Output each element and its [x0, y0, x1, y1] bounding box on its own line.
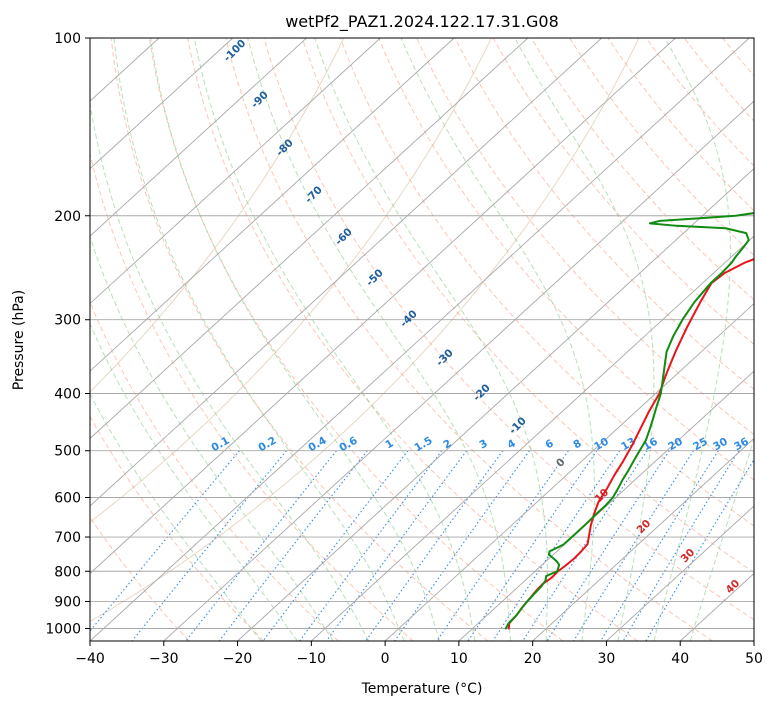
isotherm-line [237, 167, 754, 641]
x-axis: −40 −30 −20 −10 0 10 20 30 40 50 [75, 641, 763, 667]
dry-adiabat [378, 38, 754, 481]
dry-adiabat [90, 300, 339, 641]
isotherm-line [90, 38, 750, 641]
isotherm-line [90, 38, 455, 372]
x-tick-label: 30 [598, 651, 616, 667]
plot-frame [89, 37, 755, 642]
isotherm-line [90, 38, 381, 305]
mixing-ratio-line [573, 450, 695, 641]
isotherm-line [90, 38, 676, 575]
y-axis: 100 200 300 400 500 600 700 800 900 1000 [45, 31, 90, 637]
y-tick-label: 400 [54, 387, 81, 403]
isotherm-line [90, 38, 602, 507]
y-axis-title: Pressure (hPa) [11, 290, 27, 390]
chart-title: wetPf2_PAZ1.2024.122.17.31.G08 [285, 12, 559, 32]
x-tick-label: −30 [149, 651, 179, 667]
mixing-ratio-line [131, 450, 287, 641]
mixing-ratio-line [467, 450, 598, 641]
dry-adiabat [339, 38, 754, 527]
mixing-ratio-line [622, 450, 740, 641]
dry-adiabat [531, 38, 754, 301]
dry-adiabat [90, 415, 265, 641]
y-tick-label: 100 [54, 31, 81, 47]
dewpoint-series-line [504, 212, 754, 630]
moist-adiabat [314, 38, 549, 641]
isotherm-line [606, 505, 754, 641]
moist-adiabat [689, 437, 754, 641]
isotherm-line [90, 38, 307, 237]
isotherm-line [532, 437, 754, 641]
dry-adiabat [454, 38, 754, 390]
x-tick-label: 0 [381, 651, 390, 667]
y-tick-label: 500 [54, 444, 81, 460]
isotherm-line [311, 235, 754, 641]
reference-curve [90, 38, 640, 622]
moist-adiabat [150, 38, 441, 641]
isotherm-line [90, 38, 234, 170]
mixing-ratio-line [90, 450, 240, 632]
mixing-ratio-line [436, 450, 569, 641]
moist-adiabat [247, 38, 512, 641]
x-tick-label: −10 [297, 651, 327, 667]
reference-curve [90, 38, 492, 523]
isotherm-line [163, 100, 754, 641]
y-tick-label: 300 [54, 313, 81, 329]
isotherm-line [90, 38, 529, 440]
x-axis-title: Temperature (°C) [361, 681, 483, 697]
profile-series [504, 212, 754, 630]
y-tick-label: 900 [54, 594, 81, 610]
mixing-ratio-line [185, 450, 337, 641]
moist-adiabat [400, 38, 595, 641]
temperature-series-line [507, 258, 754, 630]
mixing-ratio-line [492, 450, 621, 641]
dry-adiabat [90, 516, 190, 641]
x-tick-label: −20 [223, 651, 253, 667]
y-tick-label: 700 [54, 530, 81, 546]
y-tick-label: 1000 [45, 621, 81, 637]
background-lines [90, 38, 754, 641]
mixing-ratio-line [299, 450, 443, 641]
moist-adiabat [90, 322, 298, 641]
x-tick-label: 10 [450, 651, 468, 667]
x-tick-label: −40 [75, 651, 105, 667]
x-tick-label: 40 [671, 651, 689, 667]
y-tick-label: 600 [54, 490, 81, 506]
dry-adiabat [110, 38, 489, 641]
dry-adiabat [187, 38, 639, 641]
mixing-ratio-line [600, 450, 719, 641]
moist-adiabat [90, 100, 370, 641]
dry-adiabat [263, 38, 754, 621]
moist-adiabat [113, 38, 405, 641]
y-tick-label: 200 [54, 209, 81, 225]
x-tick-label: 50 [745, 651, 763, 667]
y-tick-label: 800 [54, 564, 81, 580]
moist-adiabat [653, 38, 731, 641]
moist-adiabat [90, 235, 334, 641]
x-tick-label: 20 [524, 651, 542, 667]
moist-adiabat [90, 392, 262, 641]
gridlines [90, 38, 754, 641]
dry-adiabat [225, 38, 713, 641]
isotherm-line [384, 302, 754, 641]
dry-adiabat [301, 38, 754, 574]
reference-curve [90, 38, 345, 393]
